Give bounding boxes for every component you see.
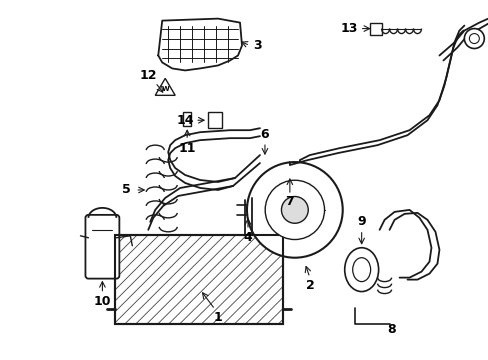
Text: 10: 10 <box>94 295 111 308</box>
Text: 8: 8 <box>386 323 395 336</box>
Bar <box>115 235 283 324</box>
FancyBboxPatch shape <box>85 215 119 279</box>
Text: 4: 4 <box>243 231 252 244</box>
Text: 14: 14 <box>176 114 194 127</box>
Circle shape <box>464 28 483 49</box>
Text: 11: 11 <box>178 141 196 155</box>
Bar <box>115 235 283 324</box>
Bar <box>208 112 222 128</box>
Ellipse shape <box>344 248 378 292</box>
Text: 12: 12 <box>139 69 157 82</box>
Text: 6: 6 <box>260 128 269 141</box>
Text: 1: 1 <box>213 311 222 324</box>
Text: 2: 2 <box>306 279 315 292</box>
Circle shape <box>281 197 307 223</box>
Text: 9: 9 <box>357 215 365 228</box>
Text: 5: 5 <box>122 184 130 197</box>
Polygon shape <box>155 78 175 95</box>
Text: 3: 3 <box>253 39 262 52</box>
Text: 7: 7 <box>285 195 294 208</box>
Circle shape <box>246 162 342 258</box>
Text: W: W <box>161 86 169 93</box>
Text: 13: 13 <box>340 22 358 35</box>
Circle shape <box>264 180 324 239</box>
Ellipse shape <box>352 258 370 282</box>
Bar <box>369 23 381 35</box>
Circle shape <box>468 33 478 44</box>
Bar <box>183 112 191 126</box>
